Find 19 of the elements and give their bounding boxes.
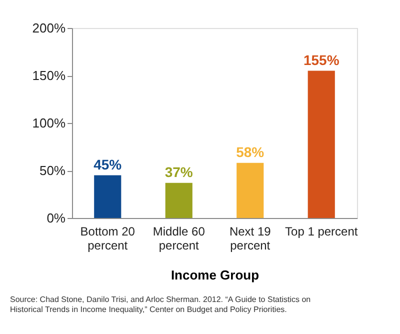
data-label: 37% — [164, 164, 194, 180]
x-tick-label: Next 19 percent — [229, 224, 272, 252]
y-tick-label: 100% — [32, 116, 66, 130]
x-tick-label: Top 1 percent — [285, 224, 358, 238]
y-tick-label: 150% — [32, 68, 66, 83]
bar — [94, 175, 122, 218]
bar — [165, 182, 192, 218]
y-tick-label: 50% — [39, 163, 66, 178]
bar — [308, 70, 335, 218]
y-tick-label: 0% — [46, 210, 66, 226]
data-label: 58% — [236, 144, 265, 160]
bar — [236, 162, 264, 218]
x-tick-label: Bottom 20 percent — [80, 224, 136, 252]
y-tick-label: 200% — [32, 20, 66, 36]
x-tick-label: Middle 60 percent — [152, 224, 206, 252]
data-label: 45% — [94, 156, 122, 172]
x-axis-title: Income Group — [170, 268, 260, 282]
data-label: 155% — [303, 52, 340, 68]
source-note: Source: Chad Stone, Danilo Trisi, and Arloc Sherman. 2012. “A Guide to Statistics on Historical Trends in Income Inequality,” Center on Budget and Policy Priorities. — [10, 295, 311, 314]
